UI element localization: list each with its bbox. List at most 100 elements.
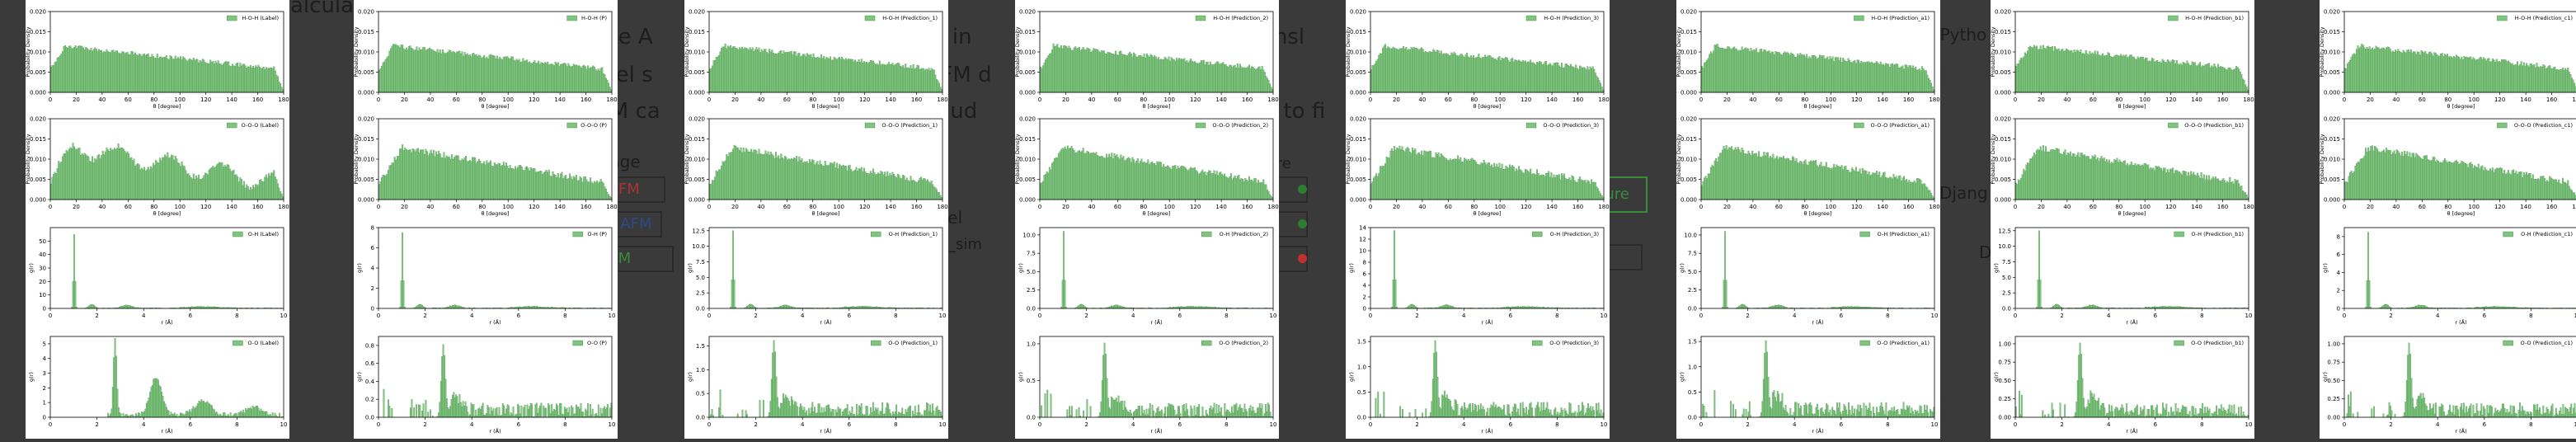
x-tick-label: 0 xyxy=(1369,313,1372,319)
x-tick-label: 100 xyxy=(1495,204,1506,210)
y-axis-label: g(r) xyxy=(1018,263,1024,273)
histogram-bar xyxy=(1136,409,1138,417)
histogram-bar xyxy=(1042,181,1044,200)
histogram-bar xyxy=(839,409,840,417)
histogram-bar xyxy=(235,413,237,417)
histogram-bar xyxy=(1393,47,1394,92)
x-tick-label: 80 xyxy=(1140,96,1147,103)
histogram-bar xyxy=(797,407,798,417)
histogram-bar xyxy=(1826,58,1827,92)
x-tick-label: 100 xyxy=(503,204,514,210)
histogram-bar xyxy=(585,176,586,200)
histogram-bar xyxy=(519,406,520,417)
histogram-bar xyxy=(1590,67,1591,92)
histogram-bar xyxy=(818,58,820,92)
y-axis-label: Probability Density xyxy=(1676,26,1682,77)
x-tick-label: 20 xyxy=(1723,204,1731,210)
histogram-bar xyxy=(247,408,249,417)
histogram-bar xyxy=(1746,49,1748,92)
histogram-bar xyxy=(254,187,256,200)
histogram-bar xyxy=(711,184,712,200)
histogram-bar xyxy=(931,181,933,200)
histogram-bar xyxy=(1169,404,1171,417)
histogram-bar xyxy=(799,407,801,417)
legend-label: O-O (P) xyxy=(587,340,607,346)
y-axis-label: g(r) xyxy=(1348,263,1355,273)
histogram-bar xyxy=(53,65,54,92)
histogram-bar xyxy=(120,148,122,200)
histogram-bar xyxy=(723,47,725,92)
histogram-bar xyxy=(143,54,144,92)
histogram-bar xyxy=(1808,56,1810,92)
x-tick-label: 160 xyxy=(1903,204,1914,210)
histogram-bar xyxy=(1074,46,1076,92)
x-tick-label: 120 xyxy=(529,204,539,210)
histogram-bar xyxy=(1071,407,1073,418)
legend-swatch xyxy=(1201,232,1211,237)
histogram-bar xyxy=(256,67,258,92)
histogram-bar xyxy=(736,49,738,92)
histogram-bar xyxy=(1158,57,1159,92)
histogram-bar xyxy=(1769,158,1770,200)
histogram-bar xyxy=(1539,61,1540,92)
histogram-bar xyxy=(1147,55,1149,92)
histogram-bar xyxy=(1248,65,1250,92)
histogram-bar xyxy=(1175,61,1177,92)
legend-label: O-O (Prediction_1) xyxy=(888,340,938,346)
histogram-bar xyxy=(1189,169,1191,200)
histogram-bar xyxy=(1121,158,1123,200)
histogram-bar xyxy=(1224,64,1225,92)
histogram-bar xyxy=(1170,405,1172,417)
histogram-bar xyxy=(1483,160,1485,200)
histogram-bar xyxy=(600,179,602,200)
axes-frame xyxy=(1040,336,1273,417)
histogram-bar xyxy=(784,156,786,200)
histogram-bar xyxy=(911,181,913,200)
histogram-bar xyxy=(1798,55,1800,92)
histogram-bar xyxy=(134,53,136,92)
histogram-bar xyxy=(1255,69,1257,92)
y-tick-label: 0.015 xyxy=(1681,136,1697,143)
histogram-bar xyxy=(1724,231,1726,308)
histogram-bar xyxy=(1709,54,1710,92)
histogram-bar xyxy=(1897,179,1898,200)
histogram-bar xyxy=(1168,167,1170,200)
histogram-bar xyxy=(1854,171,1856,200)
histogram-bar xyxy=(555,62,557,92)
histogram-bar xyxy=(1102,51,1103,92)
x-tick-label: 60 xyxy=(1445,204,1452,210)
histogram-bar xyxy=(783,393,784,417)
status-dot-icon xyxy=(1298,254,1307,263)
histogram-bar xyxy=(1479,410,1481,417)
histogram-bar xyxy=(1146,162,1148,200)
histogram-bar xyxy=(1463,162,1464,200)
histogram-bar xyxy=(1818,58,1820,92)
histogram-bar xyxy=(590,177,591,200)
histogram-bar xyxy=(227,164,228,200)
histogram-bar xyxy=(723,162,725,200)
histogram-bar xyxy=(844,166,846,200)
histogram-bar xyxy=(1739,50,1741,92)
histogram-bar xyxy=(1184,411,1186,417)
x-tick-label: 40 xyxy=(757,96,764,103)
histogram-bar xyxy=(1893,65,1895,92)
x-axis-label: θ [degree] xyxy=(482,210,510,217)
histogram-bar xyxy=(1900,68,1901,92)
histogram-bar xyxy=(1715,158,1717,200)
histogram-bar xyxy=(264,177,266,200)
histogram-bar xyxy=(531,404,533,417)
histogram-bar xyxy=(403,280,405,308)
histogram-bar xyxy=(68,46,70,92)
x-tick-label: 120 xyxy=(1851,204,1862,210)
histogram-bar xyxy=(125,151,126,200)
histogram-bar xyxy=(513,407,515,417)
histogram-bar xyxy=(73,47,75,92)
histogram-bar xyxy=(1844,60,1845,92)
histogram-bar xyxy=(1396,49,1398,92)
x-tick-label: 2 xyxy=(423,421,426,428)
histogram-bar xyxy=(1492,406,1493,417)
histogram-bar xyxy=(747,49,749,92)
histogram-bar xyxy=(449,407,451,417)
